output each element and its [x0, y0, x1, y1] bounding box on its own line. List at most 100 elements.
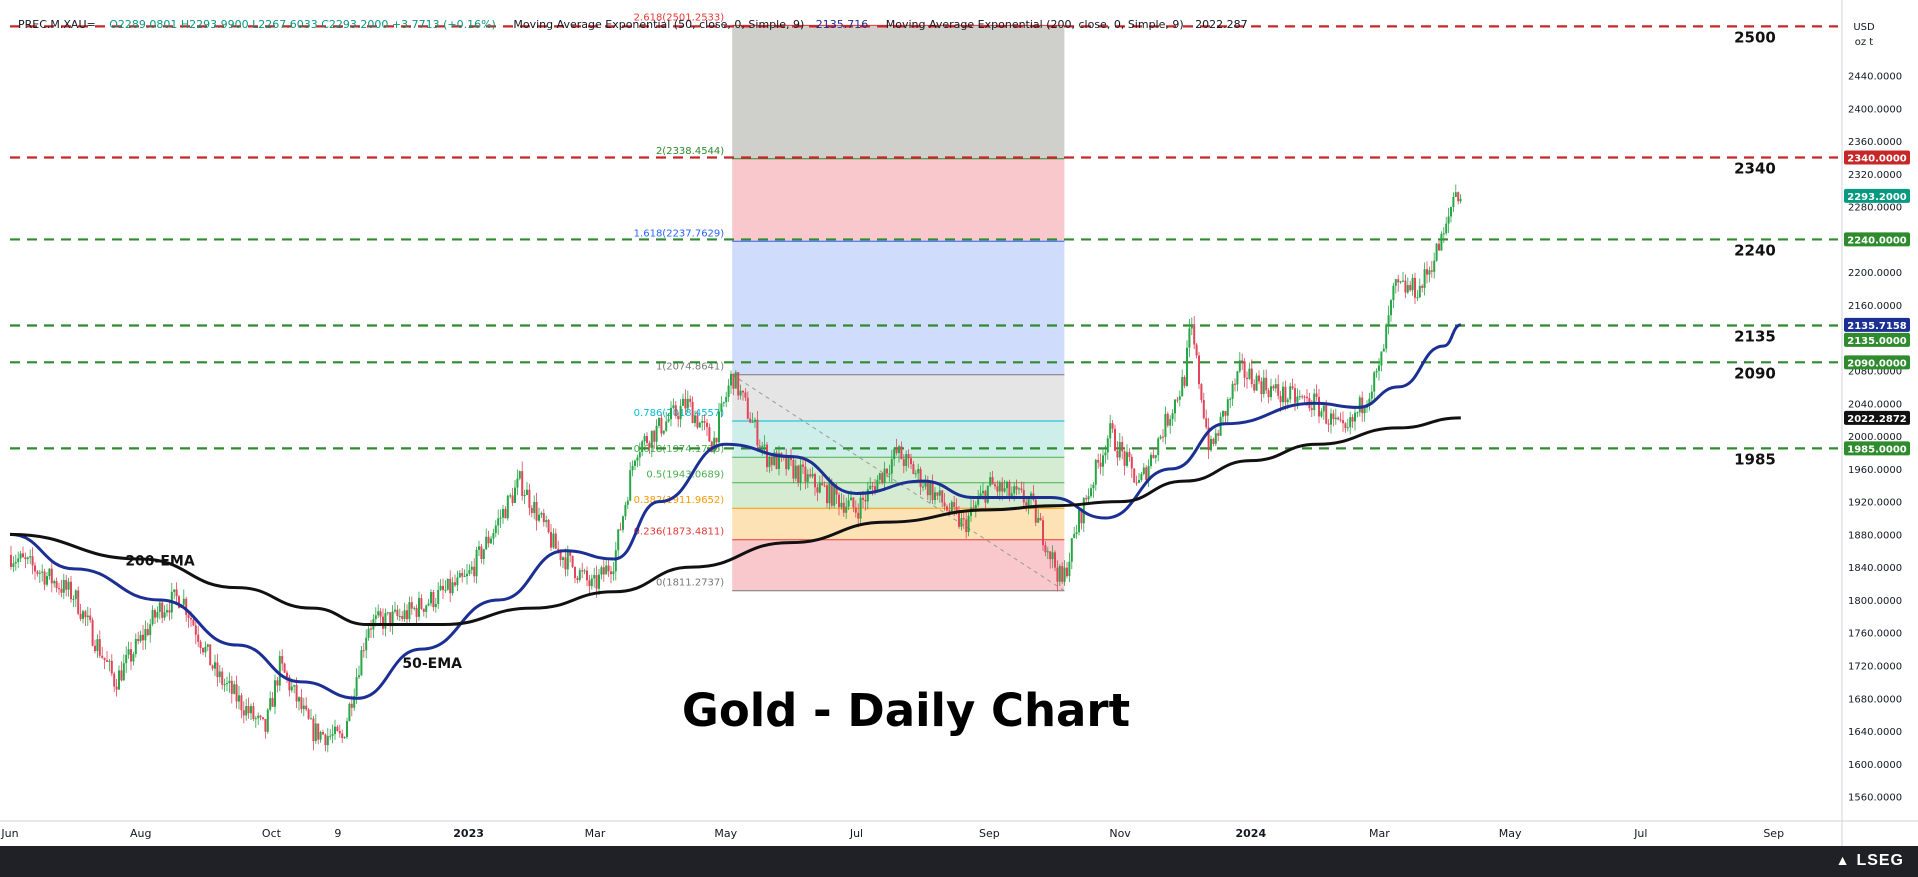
y-tick-label: 2320.0000 — [1848, 170, 1902, 181]
annotation-label: 50-EMA — [402, 656, 462, 672]
candle-body — [792, 460, 795, 479]
candle-body — [1150, 454, 1152, 467]
candle-body — [252, 706, 255, 720]
candle-body — [1042, 520, 1044, 546]
candle-body — [1025, 502, 1028, 506]
candle-body — [1181, 377, 1184, 397]
candle-body — [1445, 223, 1448, 234]
candle-body — [494, 525, 497, 534]
candle-body — [982, 490, 984, 494]
y-tick-label: 2000.0000 — [1848, 432, 1902, 443]
candle-body — [1207, 427, 1210, 451]
candle-body — [26, 557, 29, 560]
ema50-legend: Moving Average Exponential (50, close, 0… — [513, 18, 804, 31]
candle-body — [1219, 416, 1222, 436]
candle-body — [638, 452, 641, 458]
candle-body — [725, 396, 728, 403]
candle-body — [1282, 386, 1284, 403]
candle-body — [60, 588, 63, 593]
candle-body — [686, 398, 689, 409]
candle-body — [1116, 450, 1119, 458]
candle-body — [1301, 396, 1304, 398]
axis-tag-bg — [1844, 317, 1910, 332]
candle-body — [1027, 498, 1030, 506]
candle-body — [370, 628, 372, 630]
candle-body — [329, 735, 332, 737]
candle-body — [245, 706, 248, 716]
candle-body — [1392, 285, 1395, 301]
candle-body — [922, 486, 924, 488]
x-tick-label: Sep — [1763, 827, 1784, 840]
candle-body — [660, 417, 663, 434]
candle-body — [134, 638, 137, 655]
candle-body — [1171, 413, 1174, 420]
candle-body — [631, 466, 634, 471]
y-tick-label: 1840.0000 — [1848, 563, 1902, 574]
candle-body — [878, 473, 881, 480]
candle-body — [670, 407, 672, 420]
candle-body — [1390, 300, 1392, 316]
candle-body — [590, 578, 593, 587]
candle-body — [209, 644, 212, 666]
candle-body — [960, 518, 963, 527]
candle-body — [264, 719, 267, 732]
candle-body — [530, 507, 533, 514]
candle-body — [818, 483, 821, 493]
candle-body — [1080, 509, 1083, 524]
candle-body — [178, 596, 180, 608]
candle-body — [1157, 438, 1160, 456]
candle-body — [739, 390, 742, 396]
candle-body — [463, 576, 466, 578]
candle-body — [367, 628, 370, 638]
candle-body — [146, 629, 149, 636]
candle-body — [883, 468, 886, 483]
candle-body — [936, 492, 939, 496]
candle-body — [175, 589, 178, 597]
candle-body — [322, 732, 324, 735]
candle-body — [413, 607, 416, 609]
axis-tag-label: 2135.0000 — [1847, 336, 1907, 347]
candle-body — [82, 611, 84, 619]
candle-body — [1394, 279, 1397, 286]
candle-body — [1330, 413, 1332, 425]
candle-body — [857, 512, 860, 519]
candle-body — [859, 497, 862, 519]
candle-body — [130, 649, 132, 662]
candle-body — [1277, 384, 1280, 396]
candle-body — [478, 546, 480, 550]
candle-body — [583, 570, 586, 572]
candle-body — [691, 401, 694, 424]
candle-body — [876, 479, 879, 492]
candle-body — [1358, 397, 1361, 413]
candle-body — [1409, 285, 1412, 291]
candle-body — [110, 660, 113, 674]
candle-body — [1325, 405, 1328, 424]
candle-body — [1454, 192, 1457, 198]
candle-body — [1387, 315, 1390, 325]
candle-body — [701, 421, 704, 423]
level-label-2240: 2240 — [1734, 241, 1776, 259]
candle-body — [994, 484, 996, 487]
candle-body — [528, 489, 531, 508]
fib-label-0.786: 0.786(2018.4557) — [634, 408, 725, 419]
candle-body — [154, 610, 156, 618]
candle-body — [497, 518, 500, 526]
candle-body — [288, 677, 291, 691]
candle-body — [67, 581, 70, 590]
candle-body — [938, 490, 941, 496]
candle-body — [1402, 280, 1404, 282]
candle-body — [715, 437, 718, 443]
candle-body — [449, 578, 452, 594]
candle-body — [1447, 216, 1450, 224]
candle-body — [262, 717, 264, 720]
candle-body — [1068, 561, 1071, 577]
candle-body — [430, 592, 432, 604]
x-tick-label: Jul — [1633, 827, 1647, 840]
candle-body — [1459, 198, 1462, 202]
candle-body — [1248, 368, 1251, 379]
candle-body — [1294, 388, 1296, 403]
candle-body — [1267, 390, 1270, 398]
fib-zone-0.786 — [732, 374, 1065, 421]
candle-body — [1418, 285, 1421, 298]
candle-body — [307, 709, 310, 719]
